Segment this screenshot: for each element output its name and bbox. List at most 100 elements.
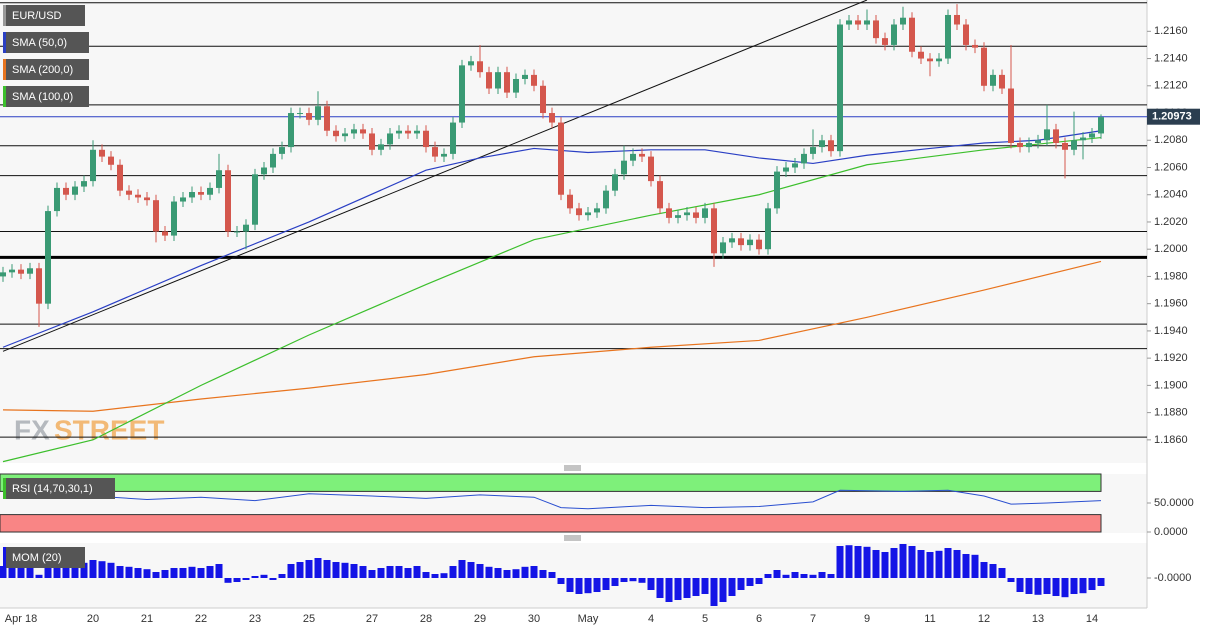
mom-bar — [548, 572, 556, 578]
candle-body — [963, 24, 969, 45]
candle-body — [720, 242, 726, 254]
candle-body — [270, 153, 276, 168]
candle-body — [225, 170, 231, 232]
mom-bar — [656, 578, 664, 598]
sma-line — [2, 136, 1102, 463]
legend-label: RSI (14,70,30,1) — [12, 483, 93, 495]
candle-body — [1089, 133, 1095, 138]
mom-bar — [890, 548, 898, 578]
mom-bar — [179, 568, 187, 578]
mom-bar — [521, 566, 529, 578]
mom-bar — [737, 578, 745, 590]
candle-body — [792, 163, 798, 168]
sma-line — [2, 130, 1102, 348]
mom-bar — [845, 545, 853, 578]
candle-body — [252, 174, 258, 225]
mom-bar — [863, 546, 871, 578]
x-tick-label: 14 — [1086, 613, 1098, 625]
candle-body — [171, 201, 177, 236]
mom-bar — [1070, 578, 1078, 594]
candle-body — [180, 197, 186, 202]
candle-body — [576, 208, 582, 216]
mom-bar — [1025, 578, 1033, 594]
y-tick-label: 1.2040 — [1154, 189, 1188, 201]
candle-body — [738, 238, 744, 246]
mom-bar — [935, 550, 943, 578]
x-tick-label: 12 — [978, 613, 990, 625]
y-tick-label: 1.1940 — [1154, 325, 1188, 337]
mom-bar — [251, 576, 259, 578]
mom-bar — [530, 566, 538, 578]
candle-body — [1044, 129, 1050, 141]
candle-body — [153, 200, 159, 232]
mom-bar — [710, 578, 718, 606]
y-tick-label: -0.0000 — [1154, 572, 1191, 584]
mom-bar — [44, 564, 52, 578]
mom-bar — [350, 564, 358, 578]
mom-bar — [215, 564, 223, 578]
mom-bar — [197, 568, 205, 578]
mom-bar — [512, 569, 520, 578]
mom-bar — [89, 560, 97, 578]
mom-bar — [611, 578, 619, 586]
candle-body — [945, 14, 951, 59]
y-tick-label: 0.0000 — [1154, 526, 1188, 538]
candle-body — [531, 74, 537, 86]
candle-body — [45, 211, 51, 304]
candle-body — [1071, 140, 1077, 150]
candle-body — [396, 130, 402, 134]
candle-body — [72, 186, 78, 195]
mom-bar — [800, 574, 808, 578]
candle-body — [846, 20, 852, 25]
x-tick-label: 11 — [924, 613, 935, 625]
legend-box — [3, 59, 89, 80]
candle-body — [108, 156, 114, 165]
x-tick-label: 20 — [87, 613, 99, 625]
candle-body — [513, 78, 519, 93]
mom-bar — [422, 572, 430, 578]
mom-bar — [1016, 578, 1024, 592]
candle-body — [630, 153, 636, 161]
legend-label: SMA (50,0) — [12, 37, 67, 49]
mom-bar — [224, 578, 232, 583]
x-tick-label: 30 — [528, 613, 540, 625]
x-tick-label: Apr 18 — [5, 613, 37, 625]
mom-bar — [341, 562, 349, 578]
mom-bar — [701, 578, 709, 594]
candle-body — [711, 208, 717, 254]
mom-bar — [233, 578, 241, 582]
candle-body — [450, 122, 456, 154]
candle-body — [918, 51, 924, 59]
trendline — [2, 0, 868, 352]
candle-body — [243, 224, 249, 232]
candle-body — [684, 212, 690, 216]
candle-body — [981, 47, 987, 86]
mom-bar — [170, 568, 178, 578]
candle-body — [864, 20, 870, 25]
mom-bar — [1079, 578, 1087, 594]
mom-bar — [368, 570, 376, 578]
candle-body — [477, 61, 483, 73]
mom-bar — [287, 564, 295, 578]
mom-bar — [827, 574, 835, 578]
mom-bar — [26, 566, 34, 578]
candle-body — [729, 238, 735, 243]
mom-bar — [557, 578, 565, 584]
candle-body — [315, 106, 321, 120]
mom-bar — [278, 574, 286, 578]
candle-body — [891, 24, 897, 45]
mom-bar — [242, 578, 250, 580]
mom-bar — [692, 578, 700, 596]
mom-bar — [458, 560, 466, 578]
mom-bar — [980, 562, 988, 578]
mom-bar — [764, 574, 772, 578]
mom-bar — [872, 550, 880, 578]
candle-body — [603, 190, 609, 209]
watermark: FX — [14, 414, 50, 445]
mom-bar — [881, 552, 889, 578]
candle-body — [675, 215, 681, 218]
legend-box — [3, 86, 89, 107]
candle-body — [558, 122, 564, 195]
mom-bar — [53, 562, 61, 578]
legend-label: MOM (20) — [12, 552, 62, 564]
